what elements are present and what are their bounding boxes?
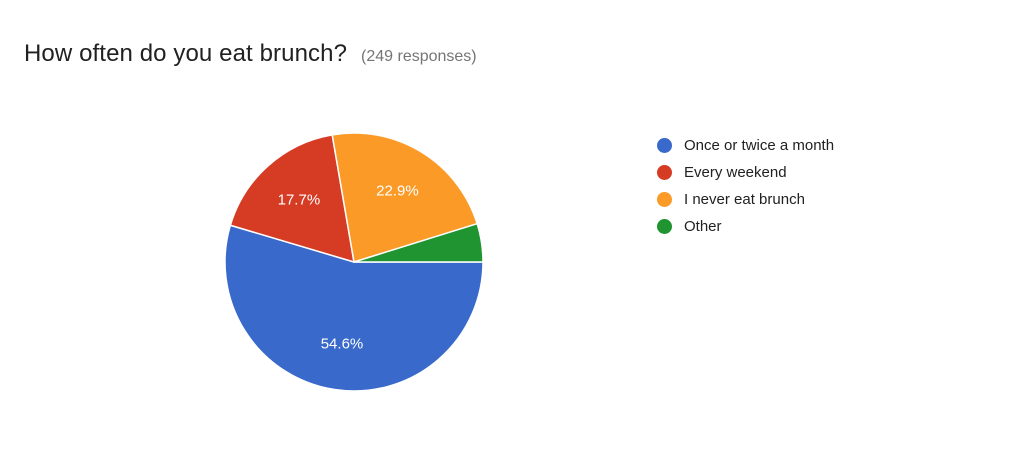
slice-label: 22.9% (376, 183, 419, 200)
legend-label: Other (684, 218, 722, 235)
legend-item[interactable]: Every weekend (657, 159, 834, 186)
chart-legend: Once or twice a month Every weekend I ne… (657, 132, 834, 240)
legend-swatch (657, 165, 672, 180)
question-title: How often do you eat brunch? (24, 40, 348, 67)
legend-label: Once or twice a month (684, 137, 835, 154)
legend-label: Every weekend (684, 164, 787, 181)
pie-slice[interactable] (224, 224, 484, 392)
legend-label: I never eat brunch (684, 191, 805, 208)
legend-item[interactable]: Once or twice a month (657, 132, 834, 159)
legend-swatch (657, 219, 672, 234)
slice-label: 54.6% (321, 336, 364, 353)
pie-slice[interactable] (229, 134, 355, 263)
pie-slice[interactable] (353, 222, 484, 263)
legend-item[interactable]: Other (657, 213, 834, 240)
chart-header: How often do you eat brunch? (249 respon… (24, 40, 477, 68)
legend-swatch (657, 192, 672, 207)
legend-swatch (657, 138, 672, 153)
pie-slice[interactable] (331, 132, 478, 263)
slice-label: 17.7% (278, 191, 321, 208)
legend-item[interactable]: I never eat brunch (657, 186, 834, 213)
response-count: (249 responses) (361, 48, 477, 65)
